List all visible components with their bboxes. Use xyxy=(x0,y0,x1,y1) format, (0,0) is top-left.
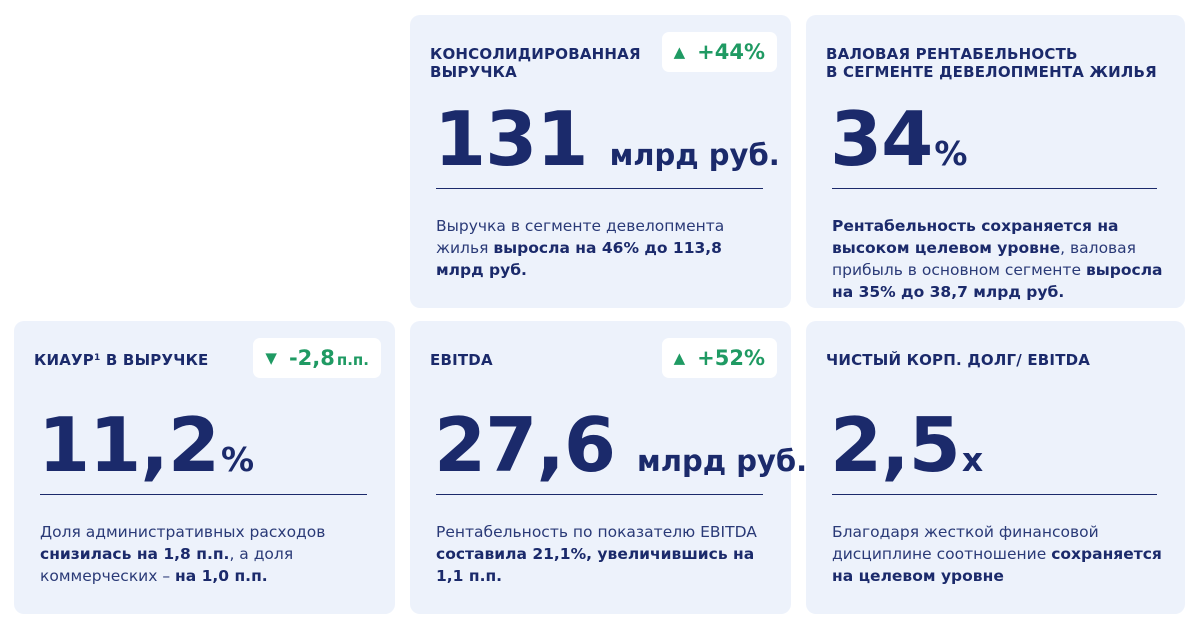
growth-badge: ▲ +44% xyxy=(661,32,777,72)
card-title: ЧИСТЫЙ КОРП. ДОЛГ/ EBITDA xyxy=(826,351,1091,369)
badge-value: -2,8 xyxy=(288,346,335,370)
card-title: КОНСОЛИДИРОВАННАЯ ВЫРУЧКА xyxy=(430,45,641,81)
revenue-card: КОНСОЛИДИРОВАННАЯ ВЫРУЧКА ▲ +44% 131 млр… xyxy=(410,15,791,308)
kpi-unit: % xyxy=(934,134,968,173)
net-debt-ebitda-card: ЧИСТЫЙ КОРП. ДОЛГ/ EBITDA 2,5 x Благодар… xyxy=(806,321,1185,614)
card-title: ВАЛОВАЯ РЕНТАБЕЛЬНОСТЬ В СЕГМЕНТЕ ДЕВЕЛО… xyxy=(826,45,1157,81)
kpi-description: Рентабельность по показателю EBITDA сост… xyxy=(436,523,757,585)
kpi-description: Рентабельность сохраняется на высоком це… xyxy=(832,217,1163,301)
divider xyxy=(436,188,763,189)
kpi-value: 34 % xyxy=(830,95,967,183)
sga-share-card: КИАУР1 В ВЫРУЧКЕ ▼ -2,8 п.п. 11,2 % Доля … xyxy=(14,321,395,614)
divider xyxy=(832,188,1157,189)
kpi-number: 27,6 xyxy=(434,401,616,489)
kpi-description: Выручка в сегменте девелопмента жилья вы… xyxy=(436,217,725,279)
kpi-unit: x xyxy=(961,440,984,479)
badge-unit: п.п. xyxy=(336,351,369,369)
kpi-value: 131 млрд руб. xyxy=(434,95,780,183)
kpi-value: 2,5 x xyxy=(830,401,983,489)
badge-value: +52% xyxy=(697,346,765,370)
divider xyxy=(832,494,1157,495)
ebitda-card: EBITDA ▲ +52% 27,6 млрд руб. Рентабельно… xyxy=(410,321,807,614)
kpi-unit: % xyxy=(221,440,255,479)
kpi-unit: млрд руб. xyxy=(637,444,808,478)
kpi-number: 131 xyxy=(434,95,589,183)
card-title: EBITDA xyxy=(430,351,493,369)
kpi-number: 2,5 xyxy=(830,401,961,489)
badge-value: +44% xyxy=(697,40,765,64)
kpi-value: 27,6 млрд руб. xyxy=(434,401,807,489)
change-badge: ▼ -2,8 п.п. xyxy=(253,338,381,378)
kpi-description: Благодаря жесткой финансовой дисциплине … xyxy=(832,523,1162,585)
kpi-number: 34 xyxy=(830,95,933,183)
divider xyxy=(436,494,763,495)
divider xyxy=(40,494,367,495)
kpi-number: 11,2 xyxy=(38,401,220,489)
triangle-up-icon: ▲ xyxy=(673,349,686,367)
card-title: КИАУР1 В ВЫРУЧКЕ xyxy=(34,351,209,369)
kpi-value: 11,2 % xyxy=(38,401,254,489)
triangle-up-icon: ▲ xyxy=(673,43,686,61)
growth-badge: ▲ +52% xyxy=(661,338,777,378)
kpi-unit: млрд руб. xyxy=(609,138,780,172)
triangle-down-icon: ▼ xyxy=(265,349,277,367)
footnote-marker: 1 xyxy=(93,353,101,363)
gross-margin-card: ВАЛОВАЯ РЕНТАБЕЛЬНОСТЬ В СЕГМЕНТЕ ДЕВЕЛО… xyxy=(806,15,1185,308)
kpi-description: Доля административных расходов снизилась… xyxy=(40,523,326,585)
